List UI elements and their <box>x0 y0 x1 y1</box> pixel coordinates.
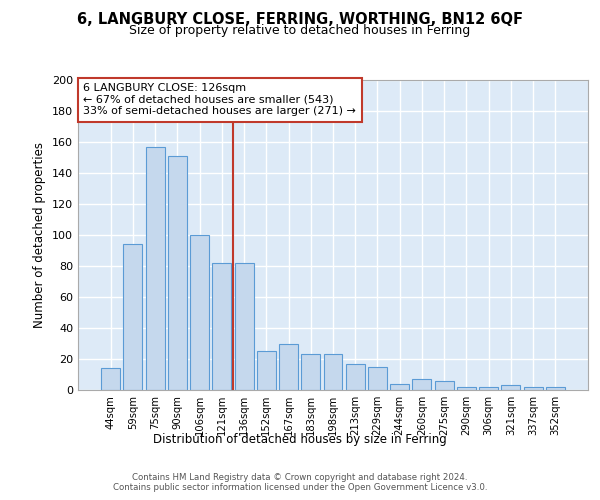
Bar <box>279 344 298 390</box>
Y-axis label: Number of detached properties: Number of detached properties <box>34 142 46 328</box>
Bar <box>435 380 454 390</box>
Bar <box>301 354 320 390</box>
Text: Contains HM Land Registry data © Crown copyright and database right 2024.
Contai: Contains HM Land Registry data © Crown c… <box>113 473 487 492</box>
Bar <box>368 367 387 390</box>
Text: Distribution of detached houses by size in Ferring: Distribution of detached houses by size … <box>153 432 447 446</box>
Text: 6, LANGBURY CLOSE, FERRING, WORTHING, BN12 6QF: 6, LANGBURY CLOSE, FERRING, WORTHING, BN… <box>77 12 523 28</box>
Bar <box>124 244 142 390</box>
Bar <box>190 235 209 390</box>
Bar <box>168 156 187 390</box>
Bar <box>101 368 120 390</box>
Bar <box>323 354 343 390</box>
Text: Size of property relative to detached houses in Ferring: Size of property relative to detached ho… <box>130 24 470 37</box>
Bar <box>502 386 520 390</box>
Bar <box>146 146 164 390</box>
Bar <box>412 379 431 390</box>
Bar <box>257 351 276 390</box>
Bar <box>524 387 542 390</box>
Bar <box>546 387 565 390</box>
Text: 6 LANGBURY CLOSE: 126sqm
← 67% of detached houses are smaller (543)
33% of semi-: 6 LANGBURY CLOSE: 126sqm ← 67% of detach… <box>83 83 356 116</box>
Bar <box>212 263 231 390</box>
Bar <box>457 387 476 390</box>
Bar <box>479 387 498 390</box>
Bar <box>346 364 365 390</box>
Bar <box>390 384 409 390</box>
Bar <box>235 263 254 390</box>
